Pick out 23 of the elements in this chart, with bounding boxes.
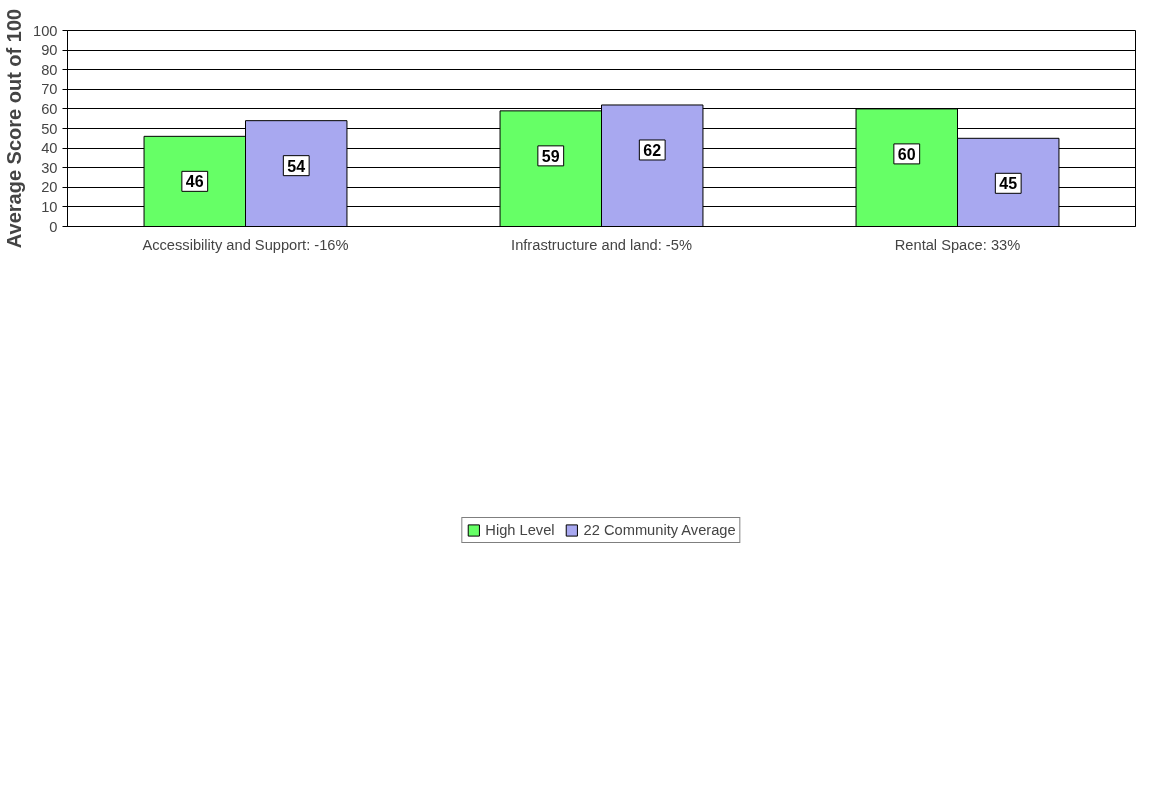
x-tick-label: Rental Space: 33% xyxy=(894,236,1021,253)
data-label: 54 xyxy=(287,157,306,175)
data-label: 60 xyxy=(897,145,916,163)
data-label: 46 xyxy=(185,173,204,191)
y-tick-label: 90 xyxy=(41,42,58,59)
y-tick-label: 100 xyxy=(33,22,58,39)
legend-label: High Level xyxy=(485,522,555,538)
data-label: 45 xyxy=(999,175,1018,193)
y-tick-label: 20 xyxy=(41,179,58,196)
y-tick-label: 70 xyxy=(41,81,58,98)
y-tick-label: 0 xyxy=(49,218,58,235)
x-tick-label: Accessibility and Support: -16% xyxy=(142,236,349,253)
data-label: 59 xyxy=(541,147,560,165)
y-tick-label: 10 xyxy=(41,198,58,215)
y-tick-label: 50 xyxy=(41,120,58,137)
legend-label: 22 Community Average xyxy=(583,522,736,538)
y-tick-label: 40 xyxy=(41,140,58,157)
y-tick-label: 80 xyxy=(41,61,58,78)
y-tick-label: 30 xyxy=(41,159,58,176)
data-label: 62 xyxy=(643,141,662,159)
y-axis-title: Average Score out of 100 xyxy=(3,8,26,249)
y-tick-label: 60 xyxy=(41,100,58,117)
x-tick-label: Infrastructure and land: -5% xyxy=(511,236,692,253)
